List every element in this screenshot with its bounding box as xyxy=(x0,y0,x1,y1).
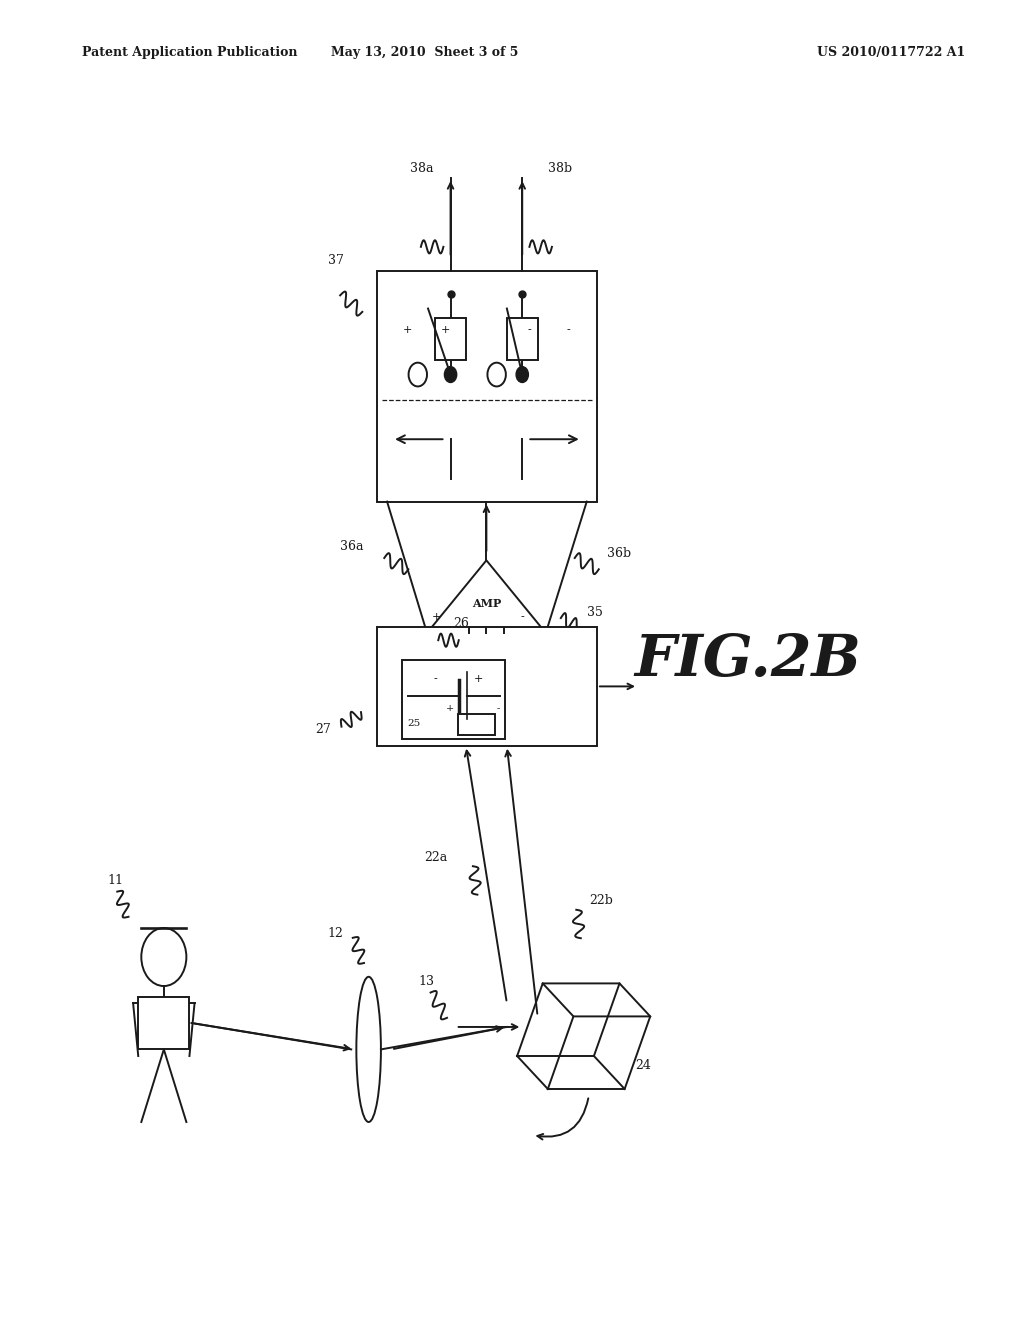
Text: 36a: 36a xyxy=(340,540,364,553)
Text: 27: 27 xyxy=(315,722,331,735)
Text: 12: 12 xyxy=(328,927,344,940)
Text: 38b: 38b xyxy=(548,161,572,174)
Text: 11: 11 xyxy=(108,874,124,887)
Text: +: + xyxy=(445,705,454,714)
Text: -: - xyxy=(497,705,500,714)
Text: 13: 13 xyxy=(418,975,434,989)
Text: -: - xyxy=(527,325,531,335)
Text: Patent Application Publication: Patent Application Publication xyxy=(82,46,297,59)
Bar xyxy=(435,318,466,360)
Text: 22a: 22a xyxy=(424,850,447,863)
Bar xyxy=(402,660,505,739)
Text: +: + xyxy=(402,325,412,335)
Text: 35: 35 xyxy=(587,606,603,619)
Text: FIG.2B: FIG.2B xyxy=(634,632,861,688)
Text: 22b: 22b xyxy=(589,894,612,907)
Text: 26: 26 xyxy=(454,616,470,630)
Text: 25: 25 xyxy=(408,719,421,729)
Text: May 13, 2010  Sheet 3 of 5: May 13, 2010 Sheet 3 of 5 xyxy=(332,46,518,59)
Text: -: - xyxy=(566,325,570,335)
Text: US 2010/0117722 A1: US 2010/0117722 A1 xyxy=(817,46,965,59)
Text: -: - xyxy=(433,675,437,685)
Circle shape xyxy=(516,367,528,383)
Text: 36b: 36b xyxy=(607,546,632,560)
Text: +: + xyxy=(440,325,450,335)
Text: AMP: AMP xyxy=(472,598,501,609)
Bar xyxy=(377,271,597,502)
Text: 37: 37 xyxy=(328,253,344,267)
Bar xyxy=(138,997,189,1049)
Text: 24: 24 xyxy=(635,1059,651,1072)
Circle shape xyxy=(444,367,457,383)
Text: 38a: 38a xyxy=(410,161,433,174)
Bar xyxy=(507,318,538,360)
Text: +: + xyxy=(432,611,441,622)
Text: +: + xyxy=(474,675,483,685)
Bar xyxy=(377,627,597,746)
Bar xyxy=(458,714,495,735)
Text: -: - xyxy=(520,611,524,622)
